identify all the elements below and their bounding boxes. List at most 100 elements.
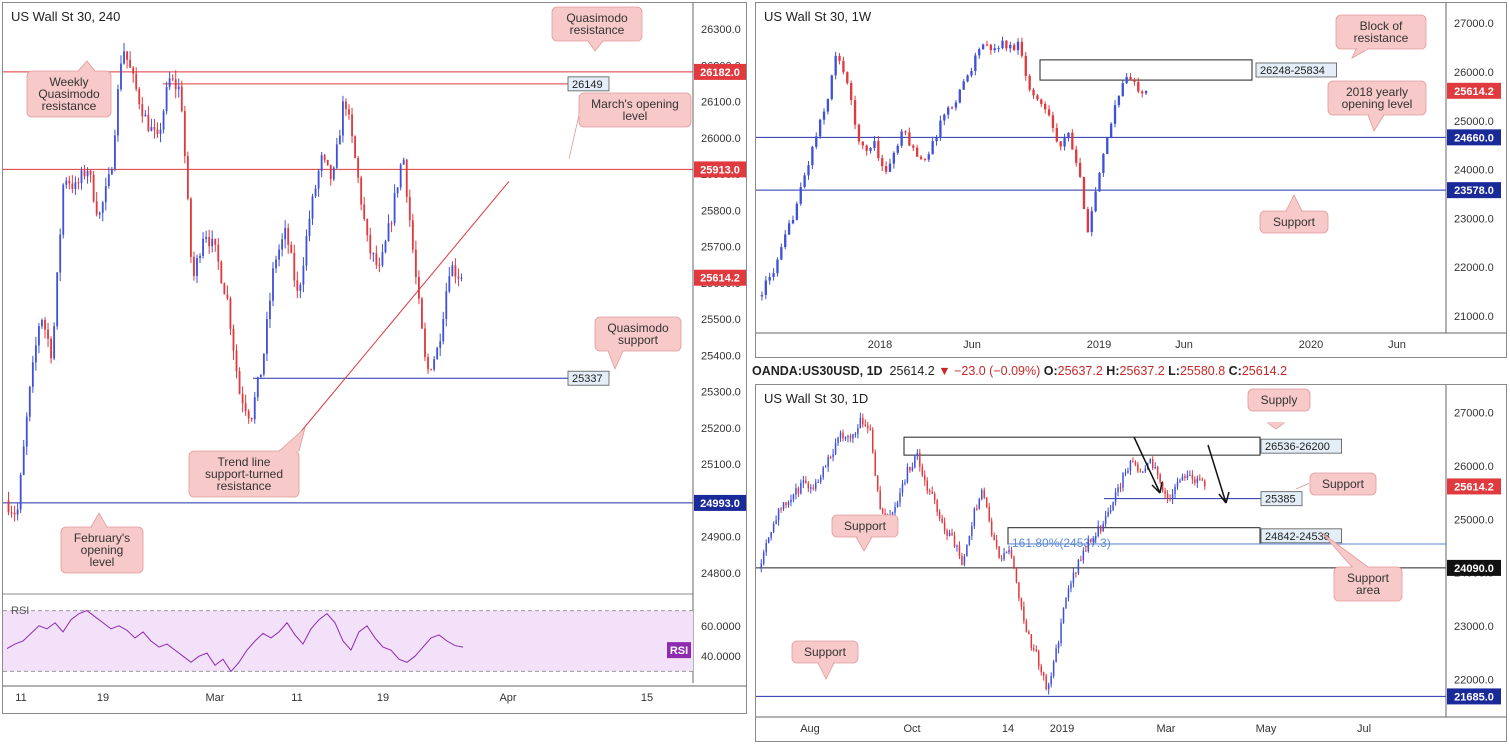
chart-daily-title: US Wall St 30, 1D — [764, 391, 869, 406]
level-badge-23578: 23578.0 — [1454, 185, 1494, 197]
callout-block-resistance-pointer — [1351, 48, 1370, 59]
candle-daily-candle — [1166, 494, 1169, 499]
candle-daily-candle — [1191, 474, 1194, 480]
candle-240-candle — [326, 159, 329, 165]
candle-daily-candle — [782, 502, 785, 510]
candle-240-candle — [369, 235, 372, 254]
candle-240-candle — [156, 129, 159, 134]
candle-daily-candle — [968, 535, 971, 545]
candle-240-candle — [25, 416, 28, 447]
candle-240-candle — [250, 418, 253, 420]
candle-daily-candle — [1127, 470, 1129, 473]
candle-daily-candle — [926, 480, 928, 491]
rsi-label: RSI — [11, 605, 29, 617]
y-axis-240-tick-label: 25500.0 — [701, 314, 741, 326]
candle-daily-candle — [1062, 607, 1065, 623]
candle-daily-candle — [762, 552, 765, 564]
candle-daily-candle — [1087, 539, 1090, 552]
candle-daily-candle — [1196, 478, 1199, 483]
candle-240-candle — [308, 218, 311, 237]
candle-daily-candle — [1099, 525, 1102, 532]
x-axis-weekly-tick-label: Jun — [963, 339, 981, 351]
candle-weekly-candle — [881, 158, 884, 167]
callout-supply-line: Supply — [1261, 393, 1298, 407]
candle-weekly-candle — [1102, 153, 1105, 173]
candle-daily-candle — [1151, 459, 1154, 469]
callout-support-area-line: Support — [1347, 571, 1390, 585]
callout-quasimodo-resistance-pointer — [587, 40, 604, 52]
candle-240-candle — [342, 101, 344, 136]
candle-daily-candle — [1179, 480, 1181, 482]
candle-weekly-candle — [939, 120, 942, 138]
candle-weekly-candle — [997, 48, 1000, 50]
candle-weekly-candle — [927, 154, 930, 160]
symbol-name[interactable]: OANDA:US30USD, 1D — [752, 364, 883, 378]
candle-weekly-candle — [1040, 99, 1043, 105]
candle-weekly-candle — [892, 152, 896, 164]
last-price-badge-daily-bg — [1447, 478, 1501, 495]
candle-daily-candle — [760, 563, 762, 568]
candle-240-candle — [211, 238, 214, 247]
candle-daily-candle — [790, 499, 792, 503]
candle-daily-candle — [1082, 550, 1085, 561]
callout-february-opening-line: February's — [74, 531, 130, 545]
candle-240-candle — [220, 261, 223, 284]
candle-weekly-candle — [857, 124, 861, 142]
candle-weekly-candle — [830, 75, 833, 99]
candle-240-candle — [448, 276, 451, 292]
high-label: H: — [1106, 364, 1120, 378]
candle-240-candle — [65, 180, 68, 185]
candle-daily-candle — [909, 467, 911, 471]
candle-daily-candle — [1107, 512, 1109, 517]
candle-240-candle — [354, 136, 356, 159]
candle-240-candle — [387, 223, 390, 242]
candle-weekly-candle — [1094, 191, 1097, 212]
candle-daily-candle — [901, 483, 904, 493]
candle-240-candle — [44, 319, 46, 330]
candle-daily-candle — [852, 434, 854, 439]
callout-march-opening-pointer — [568, 114, 580, 160]
candle-daily-candle — [1194, 479, 1196, 483]
candle-240-candle — [378, 264, 381, 266]
level-badge-24660-bg — [1447, 129, 1501, 146]
candle-240-candle — [95, 201, 98, 215]
candle-daily-candle — [1129, 460, 1132, 471]
candle-weekly-candle — [1109, 123, 1113, 138]
zone-tag-supply-bg — [1260, 438, 1342, 454]
y-axis-weekly-tick-label: 22000.0 — [1454, 262, 1494, 274]
candle-240-candle — [345, 101, 347, 110]
callout-block-resistance-line: resistance — [1354, 31, 1409, 45]
candle-240-candle — [34, 345, 37, 363]
callout-march-opening-line: level — [623, 109, 648, 123]
candle-240-candle — [196, 257, 198, 276]
candle-weekly-candle — [795, 203, 799, 220]
candle-240-candle — [202, 238, 204, 256]
candle-240-candle — [83, 170, 86, 177]
candle-weekly-candle — [915, 147, 919, 157]
candle-240-candle — [7, 500, 10, 513]
candle-weekly-candle — [935, 137, 938, 142]
x-axis-daily-tick-label: 2019 — [1050, 723, 1074, 735]
candle-daily-candle — [849, 436, 852, 439]
callout-weekly-quasimodo-line: Weekly — [49, 75, 88, 89]
chart-panel-daily: 161.80%(24537.3)27000.026000.025000.0240… — [755, 384, 1507, 742]
x-axis-weekly-tick-label: Jun — [1388, 339, 1406, 351]
candle-240-candle — [50, 338, 52, 359]
y-axis-daily-tick-label: 25000.0 — [1454, 514, 1494, 526]
candle-daily-candle — [844, 437, 847, 439]
candle-weekly-candle — [764, 280, 767, 296]
candle-daily-candle — [993, 535, 995, 541]
candle-daily-candle — [1174, 486, 1176, 494]
candle-daily-candle — [1018, 582, 1020, 599]
candle-daily-candle — [884, 513, 886, 516]
candle-daily-candle — [938, 511, 941, 519]
close-label: C: — [1228, 364, 1242, 378]
candle-240-candle — [384, 241, 387, 253]
candle-daily-candle — [1164, 490, 1166, 495]
supply-zone — [903, 436, 1261, 456]
candle-daily-candle — [1030, 634, 1033, 649]
callout-support-left-pointer — [855, 536, 873, 552]
candle-daily-candle — [943, 522, 946, 531]
y-axis-240-tick-label: 26000.0 — [701, 133, 741, 145]
level-badge-24660: 24660.0 — [1454, 132, 1494, 144]
